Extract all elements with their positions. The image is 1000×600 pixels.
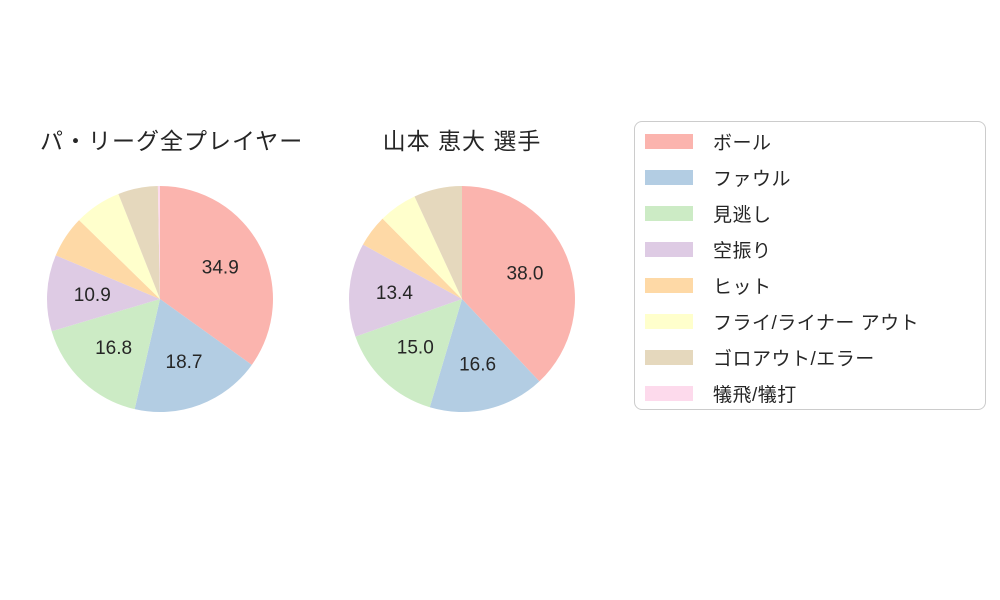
legend-swatch-hit — [645, 277, 693, 293]
chart-title-player: 山本 恵大 選手 — [382, 128, 542, 154]
legend-label-fly-liner-out: フライ/ライナー アウト — [713, 312, 920, 334]
pie-slice-fly-liner-out — [382, 196, 462, 299]
pie-value-label: 10.9 — [74, 285, 111, 306]
legend-item-swinging-strike: 空振り — [645, 231, 985, 267]
legend-item-ground-out-error: ゴロアウト/エラー — [645, 339, 985, 375]
legend-item-sacrifice: 犠飛/犠打 — [645, 375, 985, 411]
legend-swatch-foul — [645, 169, 693, 185]
pie-player-svg: 38.0 16.6 15.0 13.4 — [348, 186, 575, 412]
pie-value-label: 15.0 — [397, 338, 434, 359]
legend-swatch-sacrifice — [645, 385, 693, 401]
legend-swatch-ball — [645, 133, 693, 149]
pie-value-label: 16.8 — [95, 338, 132, 359]
legend-swatch-swinging-strike — [645, 241, 693, 257]
pie-slice-fly-liner-out — [79, 193, 160, 299]
pie-value-label: 38.0 — [507, 264, 544, 285]
legend-label-hit: ヒット — [713, 276, 772, 298]
pie-slice-swinging-strike — [47, 255, 160, 332]
pie-slice-ground-out-error — [414, 186, 462, 299]
legend-swatch-called-strike — [645, 205, 693, 221]
legend-swatch-fly-liner-out — [645, 313, 693, 329]
legend-label-ground-out-error: ゴロアウト/エラー — [713, 348, 875, 370]
pie-chart-player: 山本 恵大 選手 38.0 16.6 15.0 13.4 — [342, 127, 582, 419]
pie-slice-hit — [55, 220, 160, 299]
pie-value-label: 13.4 — [376, 283, 413, 304]
pie-chart-league: パ・リーグ全プレイヤー 34.9 18.7 16.8 10.9 — [40, 127, 304, 419]
legend-item-fly-liner-out: フライ/ライナー アウト — [645, 303, 985, 339]
pie-slice-swinging-strike — [348, 244, 462, 337]
pie-value-label: 18.7 — [166, 352, 203, 373]
legend-item-hit: ヒット — [645, 267, 985, 303]
legend-label-called-strike: 見逃し — [713, 204, 772, 226]
pie-slice-called-strike — [355, 299, 462, 408]
pie-slice-ball — [462, 186, 575, 382]
legend: ボールファウル見逃し空振りヒットフライ/ライナー アウト ゴロアウト/エラー 犠飛/… — [634, 121, 986, 410]
pie-slice-called-strike — [51, 299, 160, 410]
pie-value-label: 16.6 — [459, 355, 496, 376]
pie-slice-ground-out-error — [118, 186, 160, 299]
legend-label-foul: ファウル — [713, 168, 792, 190]
pie-slice-foul — [429, 299, 540, 412]
legend-label-swinging-strike: 空振り — [713, 240, 772, 262]
pie-value-label: 34.9 — [202, 258, 239, 279]
pie-slice-sacrifice — [157, 186, 160, 299]
legend-label-ball: ボール — [713, 132, 772, 154]
legend-label-sacrifice: 犠飛/犠打 — [713, 384, 797, 406]
pie-league-svg: 34.9 18.7 16.8 10.9 — [47, 186, 273, 412]
legend-swatch-ground-out-error — [645, 349, 693, 365]
pie-slice-ball — [160, 186, 273, 365]
pie-slice-hit — [362, 218, 462, 299]
legend-item-called-strike: 見逃し — [645, 195, 985, 231]
pie-slice-foul — [134, 299, 252, 412]
legend-item-foul: ファウル — [645, 159, 985, 195]
legend-item-ball: ボール — [645, 123, 985, 159]
chart-title-league: パ・リーグ全プレイヤー — [40, 128, 304, 154]
